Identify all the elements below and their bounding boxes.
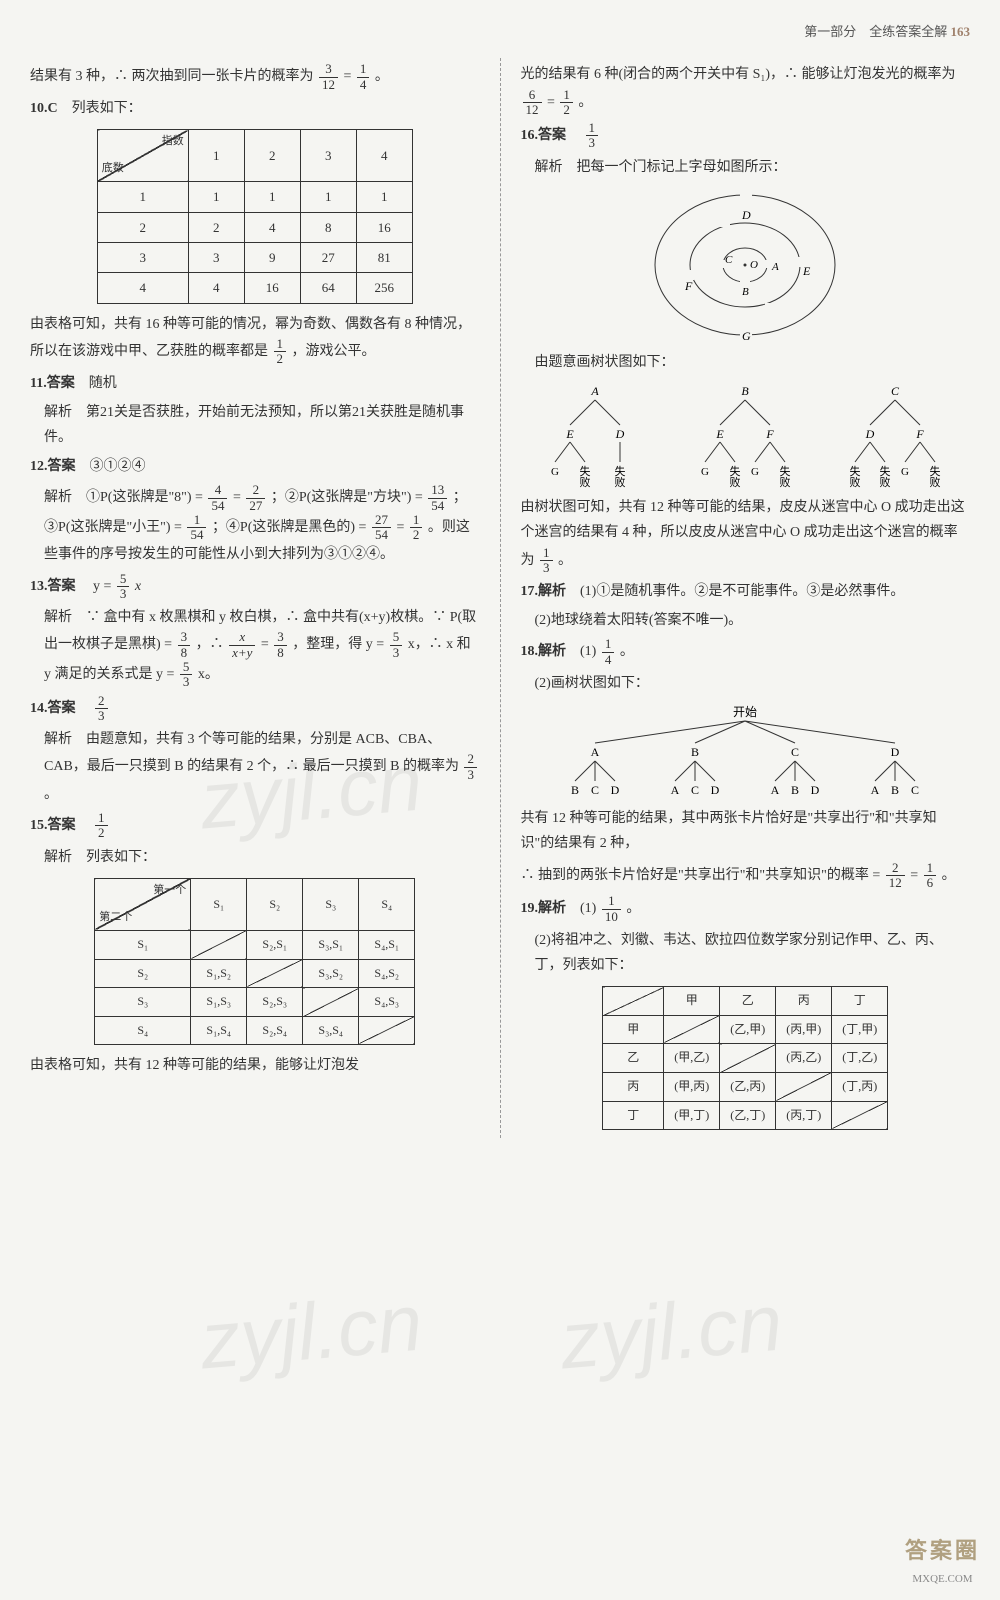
svg-text:D: D [891,745,900,759]
svg-text:A: A [771,261,779,273]
svg-text:C: C [791,745,799,759]
svg-text:G: G [701,466,709,478]
svg-text:A: A [771,783,780,797]
table-19: 甲乙丙丁 甲(乙,甲)(丙,甲)(丁,甲) 乙(甲,乙)(丙,乙)(丁,乙) 丙… [602,986,888,1130]
e18d: 共有 12 种等可能的结果，其中两张卡片恰好是"共享出行"和"共享知识"的结果有… [521,806,971,856]
q15: 15.答案 12 [30,811,480,841]
page-number: 163 [951,24,971,39]
q16: 16.答案 13 [521,121,971,151]
svg-text:E: E [566,427,575,441]
q17: 17.解析 (1)①是随机事件。②是不可能事件。③是必然事件。 [521,579,971,604]
table-10: 指数 底数 1234 11111 224816 3392781 44166425… [97,129,413,304]
svg-text:A: A [591,745,600,759]
svg-text:G: G [742,329,751,343]
svg-text:C: C [591,783,599,797]
tree-16: ABC ED EF DF G失败 失败 G失败 G失败 失败失败 G失败 [525,380,965,490]
e12: 解析 ①P(这张牌是"8") = 454 = 227 ；②P(这张牌是"方块")… [30,483,480,567]
svg-text:A: A [671,783,680,797]
e18e: ∴ 抽到的两张卡片恰好是"共享出行"和"共享知识"的概率 = 212 = 16 … [521,861,971,891]
svg-text:G: G [751,466,759,478]
left-column: 结果有 3 种，∴ 两次抽到同一张卡片的概率为 312 = 14 。 10.C … [30,58,480,1138]
svg-text:B: B [891,783,899,797]
e17b: (2)地球绕着太阳转(答案不唯一)。 [521,608,971,633]
right-column: 光的结果有 6 种(闭合的两个开关中有 S₁)，∴ 能够让灯泡发光的概率为 61… [500,58,971,1138]
svg-text:O: O [750,259,758,271]
q18: 18.解析 (1) 14 。 [521,637,971,667]
e19c: (2)将祖冲之、刘徽、韦达、欧拉四位数学家分别记作甲、乙、丙、丁，列表如下： [521,928,971,978]
svg-text:败: 败 [880,475,891,489]
svg-text:B: B [691,745,699,759]
q13: 13.答案 y = 53 x [30,572,480,602]
svg-text:D: D [741,208,751,222]
svg-text:B: B [742,384,750,398]
svg-text:A: A [591,384,600,398]
tree-18: 开始 ABCD BCD ACD ABD ABC [535,701,955,801]
svg-text:G: G [551,466,559,478]
svg-text:开始: 开始 [733,705,757,719]
svg-text:B: B [791,783,799,797]
svg-text:败: 败 [930,475,941,489]
svg-text:C: C [891,384,900,398]
q19: 19.解析 (1) 110 。 [521,894,971,924]
q11: 11.答案 随机 [30,371,480,396]
watermark: zyjl.cn [194,1251,428,1414]
watermark: zyjl.cn [554,1251,788,1414]
svg-text:C: C [725,254,733,266]
table-15: 第一个 第二个 S₁S₂S₃S₄ S₁S₂,S₁S₃,S₁S₄,S₁ S₂S₁,… [94,878,415,1045]
e16b: 由题意画树状图如下： [521,350,971,375]
svg-text:C: C [911,783,919,797]
q14: 14.答案 23 [30,694,480,724]
svg-text:F: F [766,427,775,441]
svg-text:E: E [716,427,725,441]
svg-text:C: C [691,783,699,797]
svg-text:A: A [871,783,880,797]
svg-text:败: 败 [850,475,861,489]
svg-text:败: 败 [780,475,791,489]
svg-text:败: 败 [730,475,741,489]
svg-text:D: D [811,783,820,797]
svg-text:F: F [684,279,693,293]
svg-text:D: D [865,427,875,441]
e11: 解析 第21关是否获胜，开始前无法预知，所以第21关获胜是随机事件。 [30,400,480,450]
svg-text:败: 败 [580,475,591,489]
p10-explain: 由表格可知，共有 16 种等可能的情况，幂为奇数、偶数各有 8 种情况，所以在该… [30,312,480,367]
svg-text:B: B [571,783,579,797]
svg-text:G: G [901,466,909,478]
p15b: 光的结果有 6 种(闭合的两个开关中有 S₁)，∴ 能够让灯泡发光的概率为 61… [521,62,971,117]
svg-text:F: F [916,427,925,441]
cont-text: 结果有 3 种，∴ 两次抽到同一张卡片的概率为 312 = 14 。 [30,62,480,92]
e16a: 解析 把每一个门标记上字母如图所示： [521,155,971,180]
p15-cont: 由表格可知，共有 12 种等可能的结果，能够让灯泡发 [30,1053,480,1078]
q12: 12.答案 ③①②④ [30,454,480,479]
q10: 10.C 列表如下： [30,96,480,121]
svg-text:D: D [711,783,720,797]
page-header: 第一部分 全练答案全解 163 [30,20,970,43]
e15a: 解析 列表如下： [30,845,480,870]
svg-text:E: E [802,264,811,278]
svg-text:B: B [742,286,749,298]
svg-text:D: D [611,783,620,797]
e13: 解析 ∵ 盒中有 x 枚黑棋和 y 枚白棋，∴ 盒中共有(x+y)枚棋。∵ P(… [30,605,480,689]
section-title: 第一部分 全练答案全解 [804,24,947,39]
maze-diagram: O D G C A B F E [645,185,845,345]
e16c: 由树状图可知，共有 12 种等可能的结果，皮皮从迷宫中心 O 成功走出这个迷宫的… [521,495,971,575]
svg-text:D: D [615,427,625,441]
svg-text:败: 败 [615,475,626,489]
e18c: (2)画树状图如下： [521,671,971,696]
e14: 解析 由题意知，共有 3 个等可能的结果，分别是 ACB、CBA、CAB，最后一… [30,727,480,807]
footer-logo: 答案圈 MXQE.COM [905,1531,980,1590]
